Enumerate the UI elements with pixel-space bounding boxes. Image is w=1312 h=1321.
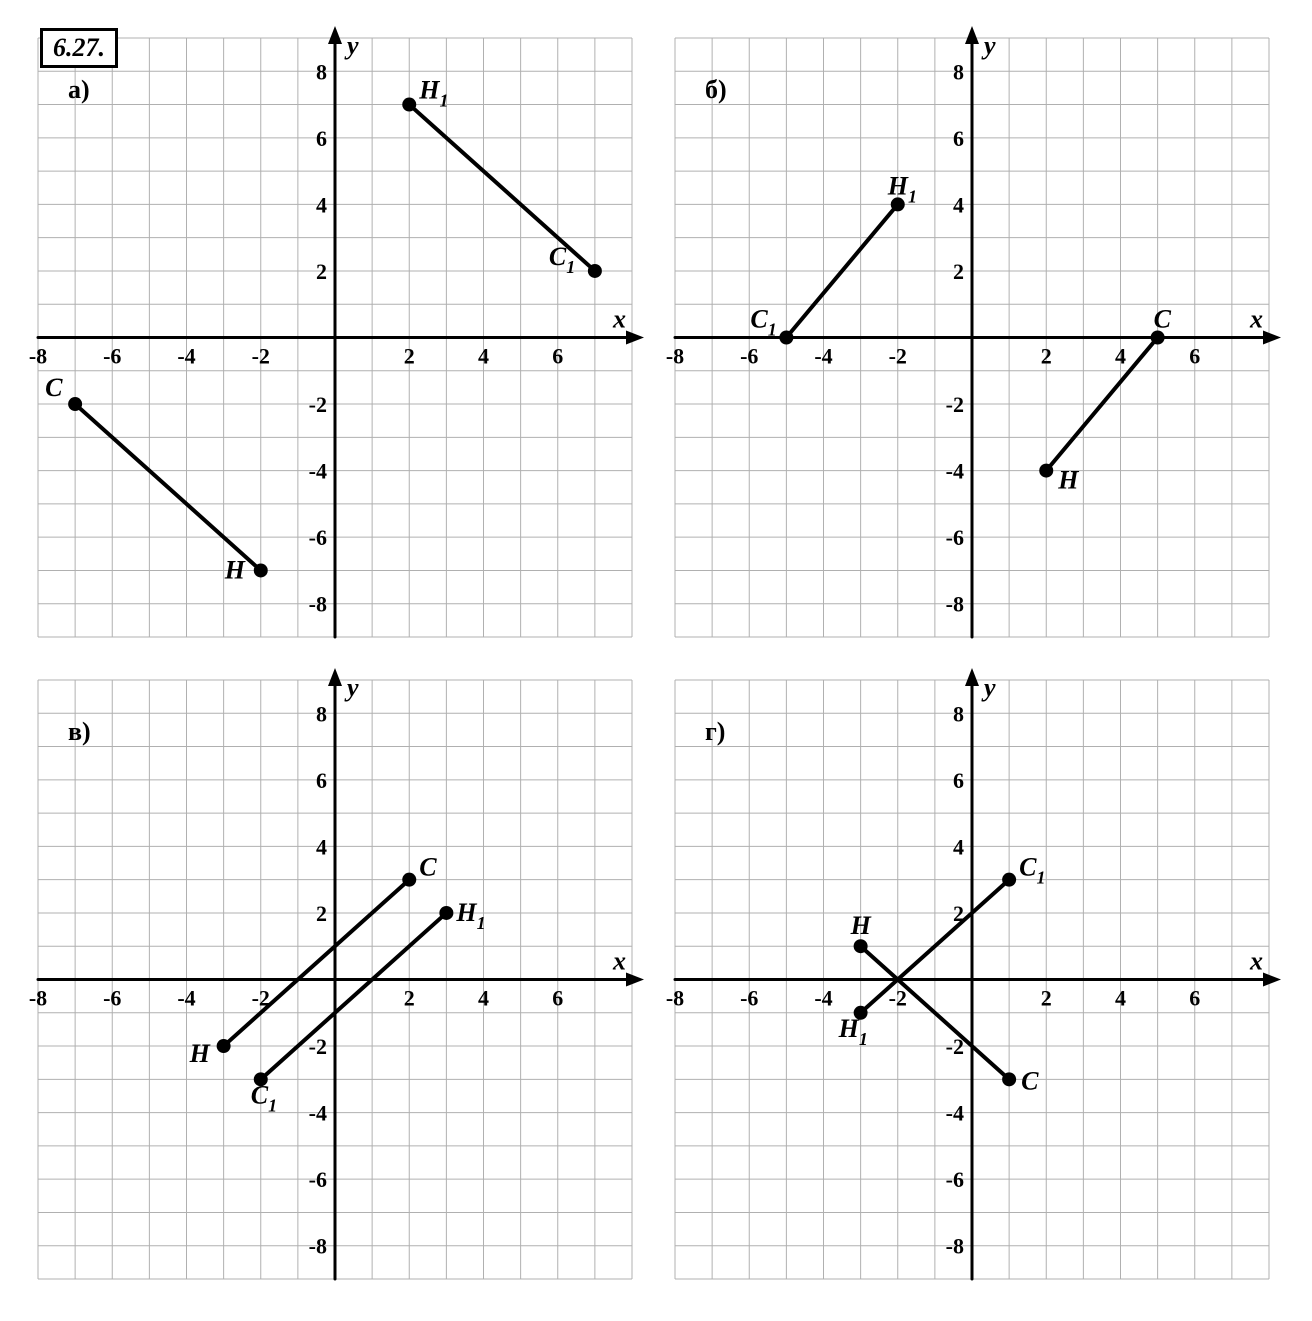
- svg-text:H1: H1: [418, 76, 448, 111]
- svg-text:y: y: [981, 31, 996, 60]
- svg-text:-4: -4: [177, 344, 195, 369]
- svg-text:-4: -4: [309, 1101, 327, 1126]
- svg-text:C1: C1: [750, 305, 776, 340]
- svg-text:x: x: [1249, 947, 1263, 976]
- svg-text:8: 8: [316, 59, 327, 84]
- svg-text:C: C: [419, 853, 437, 882]
- chart-panel: -8-6-4-2246-8-6-4-22468xyHCC1H1в): [20, 662, 653, 1300]
- svg-text:-6: -6: [946, 1167, 964, 1192]
- svg-text:H: H: [850, 911, 872, 940]
- svg-text:6: 6: [552, 344, 563, 369]
- svg-text:-8: -8: [666, 986, 684, 1011]
- svg-text:-6: -6: [309, 525, 327, 550]
- svg-text:-2: -2: [946, 392, 964, 417]
- problem-number: 6.27.: [40, 28, 118, 68]
- svg-text:C1: C1: [251, 1080, 277, 1115]
- svg-text:4: 4: [953, 834, 964, 859]
- svg-text:-2: -2: [252, 344, 270, 369]
- svg-text:2: 2: [316, 259, 327, 284]
- svg-text:-6: -6: [309, 1167, 327, 1192]
- svg-text:-8: -8: [309, 1234, 327, 1259]
- svg-text:-8: -8: [946, 592, 964, 617]
- svg-text:H1: H1: [455, 898, 485, 933]
- svg-text:H: H: [224, 555, 246, 584]
- svg-text:4: 4: [316, 192, 327, 217]
- svg-text:-6: -6: [946, 525, 964, 550]
- panel-id: а): [68, 75, 90, 104]
- svg-text:y: y: [981, 673, 996, 702]
- svg-text:x: x: [612, 947, 626, 976]
- svg-text:-4: -4: [309, 459, 327, 484]
- svg-text:2: 2: [404, 344, 415, 369]
- svg-text:6: 6: [316, 126, 327, 151]
- svg-text:-6: -6: [103, 344, 121, 369]
- coordinate-plane: -8-6-4-2246-8-6-4-22468xyC1H1HCб): [657, 20, 1287, 655]
- svg-text:-6: -6: [740, 344, 758, 369]
- coordinate-plane: -8-6-4-2246-8-6-4-22468xyHCC1H1в): [20, 662, 650, 1297]
- chart-panel: -8-6-4-2246-8-6-4-22468xyHCH1C1г): [657, 662, 1290, 1300]
- svg-text:4: 4: [478, 986, 489, 1011]
- svg-text:-2: -2: [889, 986, 907, 1011]
- svg-text:-2: -2: [309, 1034, 327, 1059]
- svg-text:4: 4: [316, 834, 327, 859]
- coordinate-plane: -8-6-4-2246-8-6-4-22468xyHCH1C1г): [657, 662, 1287, 1297]
- svg-text:C1: C1: [1019, 853, 1045, 888]
- svg-text:y: y: [344, 31, 359, 60]
- chart-panel: -8-6-4-2246-8-6-4-22468xyCHH1C1а)6.27.: [20, 20, 653, 658]
- svg-text:y: y: [344, 673, 359, 702]
- svg-text:-4: -4: [177, 986, 195, 1011]
- svg-text:-6: -6: [740, 986, 758, 1011]
- svg-text:H: H: [1057, 466, 1079, 495]
- svg-text:-8: -8: [946, 1234, 964, 1259]
- svg-text:4: 4: [1115, 986, 1126, 1011]
- panel-id: б): [705, 75, 727, 104]
- svg-text:2: 2: [1041, 986, 1052, 1011]
- svg-text:C: C: [45, 373, 63, 402]
- chart-grid: -8 -6 -4 -2 2 4 6 -8 -6 -4 -2 2 4 6 8 x y C H H1 C1 а) 6.27. -8…: [20, 20, 1290, 1300]
- svg-text:-2: -2: [889, 344, 907, 369]
- svg-text:-4: -4: [814, 986, 832, 1011]
- svg-text:6: 6: [1189, 986, 1200, 1011]
- coordinate-plane: -8-6-4-2246-8-6-4-22468xyCHH1C1а): [20, 20, 650, 655]
- panel-id: г): [705, 717, 725, 746]
- svg-text:6: 6: [953, 126, 964, 151]
- svg-text:4: 4: [478, 344, 489, 369]
- svg-text:-8: -8: [666, 344, 684, 369]
- svg-text:C: C: [1021, 1066, 1039, 1095]
- svg-text:8: 8: [953, 701, 964, 726]
- panel-id: в): [68, 717, 91, 746]
- svg-text:-8: -8: [29, 344, 47, 369]
- chart-panel: -8-6-4-2246-8-6-4-22468xyC1H1HCб): [657, 20, 1290, 658]
- svg-text:H: H: [189, 1039, 211, 1068]
- svg-text:-2: -2: [309, 392, 327, 417]
- svg-text:6: 6: [1189, 344, 1200, 369]
- svg-text:2: 2: [953, 259, 964, 284]
- svg-text:C: C: [1154, 305, 1172, 334]
- svg-text:4: 4: [953, 192, 964, 217]
- svg-text:4: 4: [1115, 344, 1126, 369]
- svg-text:-8: -8: [29, 986, 47, 1011]
- svg-text:-4: -4: [814, 344, 832, 369]
- svg-text:2: 2: [404, 986, 415, 1011]
- svg-text:2: 2: [316, 901, 327, 926]
- svg-text:8: 8: [953, 59, 964, 84]
- svg-text:2: 2: [1041, 344, 1052, 369]
- svg-text:x: x: [612, 305, 626, 334]
- svg-text:8: 8: [316, 701, 327, 726]
- svg-text:-4: -4: [946, 1101, 964, 1126]
- svg-text:-6: -6: [103, 986, 121, 1011]
- svg-text:x: x: [1249, 305, 1263, 334]
- svg-text:6: 6: [552, 986, 563, 1011]
- svg-text:-8: -8: [309, 592, 327, 617]
- svg-text:6: 6: [316, 768, 327, 793]
- svg-text:-4: -4: [946, 459, 964, 484]
- svg-text:6: 6: [953, 768, 964, 793]
